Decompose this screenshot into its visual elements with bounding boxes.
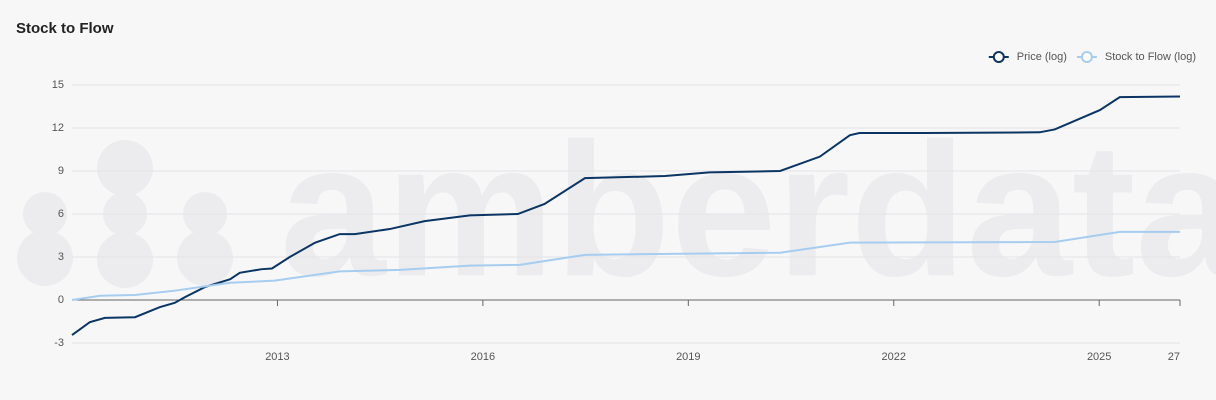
y-tick-label: 0 (58, 294, 64, 306)
chart-title: Stock to Flow (16, 20, 114, 37)
y-tick-label: 9 (58, 165, 64, 177)
x-tick-label: 2019 (676, 351, 700, 363)
y-tick-label: 3 (58, 251, 64, 263)
legend-marker (1080, 51, 1093, 63)
legend-label: Stock to Flow (log) (1105, 51, 1196, 63)
x-tick-label: 2022 (882, 351, 906, 363)
x-tick-label: 2025 (1087, 351, 1111, 363)
line-series (71, 230, 1180, 301)
line-series (71, 95, 1181, 336)
y-tick-label: -3 (54, 337, 64, 349)
y-tick-label: 6 (58, 208, 64, 220)
x-tick-label: 2013 (265, 351, 289, 363)
legend-marker (992, 51, 1005, 63)
legend-label: Price (log) (1017, 51, 1067, 63)
x-tick-label: 2016 (471, 351, 495, 363)
watermark: amberdata (280, 104, 1216, 316)
y-tick-label: 12 (52, 122, 64, 134)
y-tick-label: 15 (52, 79, 64, 91)
x-tick-label: 27 (1168, 351, 1180, 363)
